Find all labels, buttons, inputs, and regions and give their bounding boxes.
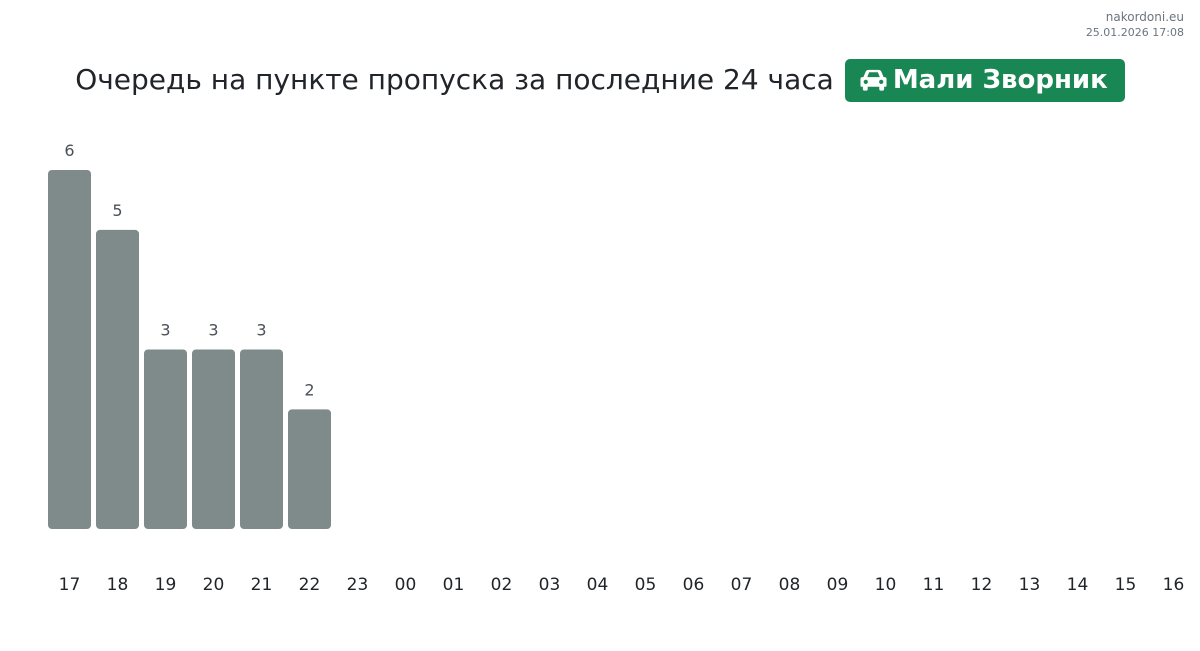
x-tick-06: 06 xyxy=(683,575,705,595)
x-tick-12: 12 xyxy=(971,575,993,595)
x-tick-19: 19 xyxy=(155,575,177,595)
data-label-22: 2 xyxy=(304,380,314,399)
x-tick-13: 13 xyxy=(1019,575,1041,595)
crossing-name: Мали Зворник xyxy=(892,65,1108,95)
x-tick-08: 08 xyxy=(779,575,801,595)
x-tick-01: 01 xyxy=(443,575,465,595)
x-tick-22: 22 xyxy=(299,575,321,595)
data-label-18: 5 xyxy=(112,201,122,220)
x-tick-05: 05 xyxy=(635,575,657,595)
bar-17 xyxy=(48,170,91,529)
chart-title: Очередь на пункте пропуска за последние … xyxy=(75,63,834,96)
x-tick-14: 14 xyxy=(1067,575,1089,595)
x-tick-09: 09 xyxy=(827,575,849,595)
x-tick-02: 02 xyxy=(491,575,513,595)
x-tick-07: 07 xyxy=(731,575,753,595)
bar-20 xyxy=(192,349,235,529)
bar-18 xyxy=(96,229,139,530)
x-tick-23: 23 xyxy=(347,575,369,595)
chart-header: Очередь на пункте пропуска за последние … xyxy=(0,58,1200,102)
data-label-17: 6 xyxy=(64,141,74,160)
x-tick-18: 18 xyxy=(107,575,129,595)
x-tick-00: 00 xyxy=(395,575,417,595)
site-name: nakordoni.eu xyxy=(1105,10,1184,24)
car-icon xyxy=(860,69,887,91)
watermark: nakordoni.eu 25.01.2026 17:08 xyxy=(1086,9,1184,40)
bar-21 xyxy=(240,349,283,529)
x-tick-04: 04 xyxy=(587,575,609,595)
x-tick-03: 03 xyxy=(539,575,561,595)
timestamp: 25.01.2026 17:08 xyxy=(1085,26,1184,39)
x-tick-21: 21 xyxy=(251,575,273,595)
crossing-badge: Мали Зворник xyxy=(844,58,1125,102)
data-label-20: 3 xyxy=(208,321,218,340)
x-tick-20: 20 xyxy=(203,575,225,595)
data-label-19: 3 xyxy=(160,321,170,340)
bar-22 xyxy=(288,409,331,529)
x-tick-16: 16 xyxy=(1163,575,1185,595)
x-tick-10: 10 xyxy=(875,575,897,595)
x-tick-15: 15 xyxy=(1115,575,1137,595)
x-tick-17: 17 xyxy=(59,575,81,595)
x-tick-11: 11 xyxy=(923,575,945,595)
data-label-21: 3 xyxy=(256,321,266,340)
bar-19 xyxy=(144,349,187,529)
